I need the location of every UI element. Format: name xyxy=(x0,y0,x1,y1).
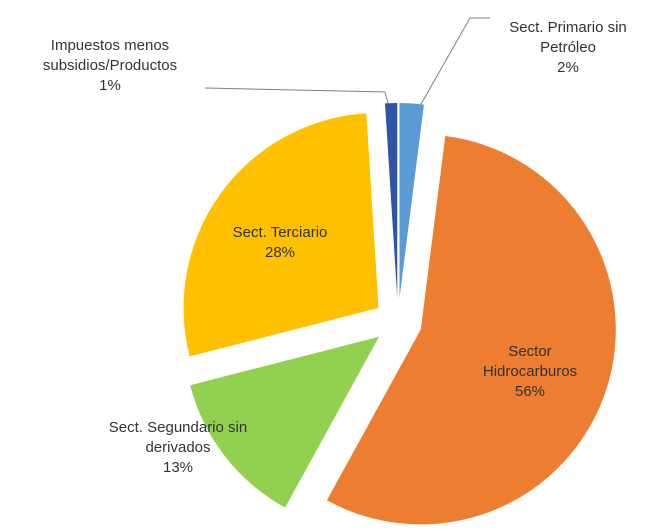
value-label: 56% xyxy=(514,383,546,400)
category-label: Sect. Primario sin Petróleo xyxy=(509,19,627,56)
category-label: Impuestos menos subsidios/Productos xyxy=(42,37,178,74)
value-label: 2% xyxy=(557,59,579,76)
slice-label: Sector Hidrocarburos 56% xyxy=(470,342,590,402)
pie-slice xyxy=(183,113,379,357)
pie-slice xyxy=(399,103,424,299)
slice-label: Sect. Primario sin Petróleo 2% xyxy=(493,18,643,78)
leader-line xyxy=(411,17,490,121)
pie-slice xyxy=(326,135,616,525)
slice-label: Sect. Segundario sin derivados 13% xyxy=(93,418,263,478)
category-label: Sect. Terciario xyxy=(232,224,328,241)
pie-slice xyxy=(385,103,398,299)
value-label: 1% xyxy=(99,77,121,94)
value-label: 28% xyxy=(264,244,296,261)
category-label: Sect. Segundario sin derivados xyxy=(108,419,248,456)
value-label: 13% xyxy=(162,459,194,476)
slice-label: Sect. Terciario 28% xyxy=(205,223,355,263)
slice-label: Impuestos menos subsidios/Productos 1% xyxy=(30,36,190,96)
pie-slice xyxy=(190,336,380,508)
category-label: Sector Hidrocarburos xyxy=(482,343,578,380)
